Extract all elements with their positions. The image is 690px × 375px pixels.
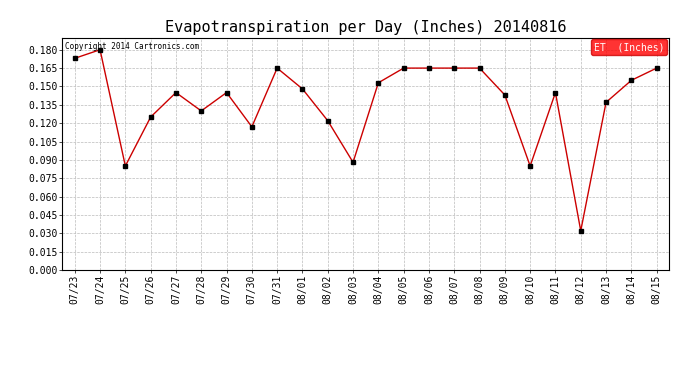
Legend: ET  (Inches): ET (Inches) (591, 39, 667, 55)
Title: Evapotranspiration per Day (Inches) 20140816: Evapotranspiration per Day (Inches) 2014… (165, 20, 566, 35)
Text: Copyright 2014 Cartronics.com: Copyright 2014 Cartronics.com (65, 42, 199, 51)
